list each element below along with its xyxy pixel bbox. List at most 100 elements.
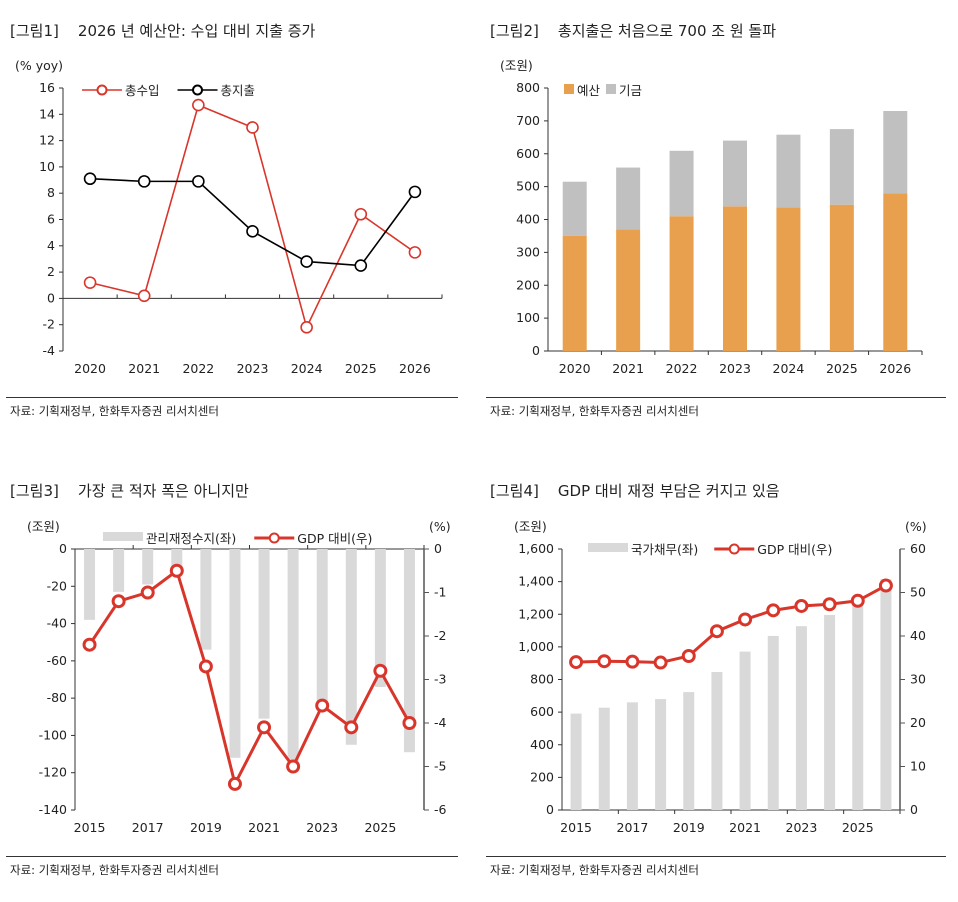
y-tick-label: 200 (516, 277, 540, 292)
bar-관리재정수지(좌) (142, 549, 154, 585)
y-tick-label: 1,600 (518, 541, 554, 556)
bar-예산 (669, 216, 694, 351)
point-총지출 (246, 225, 259, 238)
y-tick-label: -20 (47, 578, 67, 593)
bar-예산 (776, 207, 801, 351)
chart-3-svg: 0-20-40-60-80-100-120-140(조원)2015 2017 201… (27, 519, 451, 835)
bar-관리재정수지(좌) (403, 549, 415, 753)
y2-tick-label: -6 (434, 802, 447, 817)
y-tick-label: 1,000 (518, 639, 554, 654)
source-note: 자료: 기획재정부, 한화투자증권 리서치센터 (490, 404, 699, 418)
point-GDP 대비(우) (198, 659, 213, 674)
point-총지출 (137, 175, 151, 188)
source-note: 자료: 기획재정부, 한화투자증권 리서치센터 (10, 404, 219, 418)
y-tick-label: -4 (43, 343, 56, 358)
y-tick-label: 200 (530, 769, 554, 784)
y2-tick-label: 30 (910, 672, 926, 687)
point-총수입 (192, 98, 205, 112)
bar-기금 (616, 167, 641, 230)
bar-국가채무(좌) (824, 614, 836, 810)
y-tick-label: 0 (532, 343, 540, 358)
point-총수입 (354, 207, 368, 221)
y2-axis-unit: (%) (429, 519, 451, 534)
point-GDP 대비(우) (822, 597, 837, 612)
legend-marker (96, 84, 108, 96)
legend-swatch (103, 532, 143, 541)
y-tick-label: 10 (39, 159, 55, 174)
bar-국가채무(좌) (767, 635, 779, 810)
point-GDP 대비(우) (257, 720, 272, 735)
y-tick-label: 400 (516, 212, 540, 227)
y-tick-label: 4 (47, 238, 55, 253)
divider (486, 397, 946, 398)
y-tick-label: -40 (47, 616, 67, 631)
point-GDP 대비(우) (402, 716, 417, 730)
y-tick-label: 8 (47, 185, 55, 200)
x-tick-label: 2017 (617, 820, 649, 835)
point-GDP 대비(우) (344, 720, 359, 735)
line-GDP 대비(우) (88, 568, 411, 789)
bar-기금 (883, 111, 908, 194)
x-tick-label: 2026 (399, 361, 431, 376)
y2-tick-label: 0 (434, 541, 442, 556)
bar-기금 (562, 181, 587, 236)
bar-예산 (616, 229, 641, 351)
y-tick-label: 600 (530, 704, 554, 719)
y-tick-label: 800 (530, 672, 554, 687)
point-총지출 (300, 255, 313, 268)
point-GDP 대비(우) (766, 603, 781, 618)
point-총수입 (408, 246, 422, 259)
point-총지출 (354, 259, 368, 272)
point-GDP 대비(우) (794, 598, 809, 613)
x-tick-label: 2024 (773, 361, 805, 376)
x-tick-label: 2022 (182, 361, 214, 376)
point-GDP 대비(우) (653, 655, 668, 670)
bar-예산 (829, 204, 854, 351)
y-tick-label: -120 (39, 765, 67, 780)
y-tick-label: 14 (39, 106, 55, 121)
x-tick-label: 2022 (666, 361, 698, 376)
bar-관리재정수지(좌) (229, 549, 241, 758)
legend-label: 관리재정수지(좌) (146, 531, 236, 546)
y2-tick-label: 60 (910, 541, 926, 556)
bar-예산 (562, 235, 587, 351)
legend-label: GDP 대비(우) (757, 542, 832, 557)
legend-label: 예산 (577, 83, 601, 98)
y-tick-label: 300 (516, 244, 540, 259)
bar-관리재정수지(좌) (316, 549, 328, 712)
bar-국가채무(좌) (795, 626, 807, 810)
legend-swatch (588, 543, 628, 552)
bar-국가채무(좌) (739, 651, 751, 810)
y-tick-label: 0 (59, 541, 67, 556)
y-tick-label: 700 (516, 113, 540, 128)
bar-국가채무(좌) (570, 713, 582, 810)
bar-기금 (723, 140, 747, 207)
legend-label: 기금 (619, 83, 642, 98)
point-GDP 대비(우) (681, 649, 696, 664)
bar-관리재정수지(좌) (84, 549, 96, 620)
y-tick-label: -2 (43, 317, 55, 332)
bar-관리재정수지(좌) (200, 549, 212, 650)
legend-swatch (606, 84, 617, 94)
x-tick-label: 2015 (74, 820, 106, 835)
bar-국가채무(좌) (852, 602, 864, 810)
y2-tick-label: -5 (434, 759, 446, 774)
x-tick-label: 2025 (364, 820, 396, 835)
y-tick-label: 16 (39, 80, 55, 95)
point-GDP 대비(우) (315, 698, 330, 713)
line-총지출 (90, 177, 416, 267)
point-GDP 대비(우) (111, 594, 126, 609)
x-tick-label: 2019 (673, 820, 705, 835)
y-tick-label: -80 (47, 690, 67, 705)
bar-기금 (669, 150, 694, 217)
divider (6, 856, 458, 857)
point-GDP 대비(우) (597, 654, 612, 669)
y-tick-label: -140 (39, 802, 67, 817)
bar-예산 (883, 193, 908, 351)
point-GDP 대비(우) (82, 637, 97, 652)
divider (486, 856, 946, 857)
y-tick-label: 12 (39, 133, 55, 148)
y-tick-label: 2 (47, 264, 55, 279)
y2-tick-label: 10 (910, 759, 926, 774)
y-axis-unit: (% yoy) (15, 58, 63, 73)
